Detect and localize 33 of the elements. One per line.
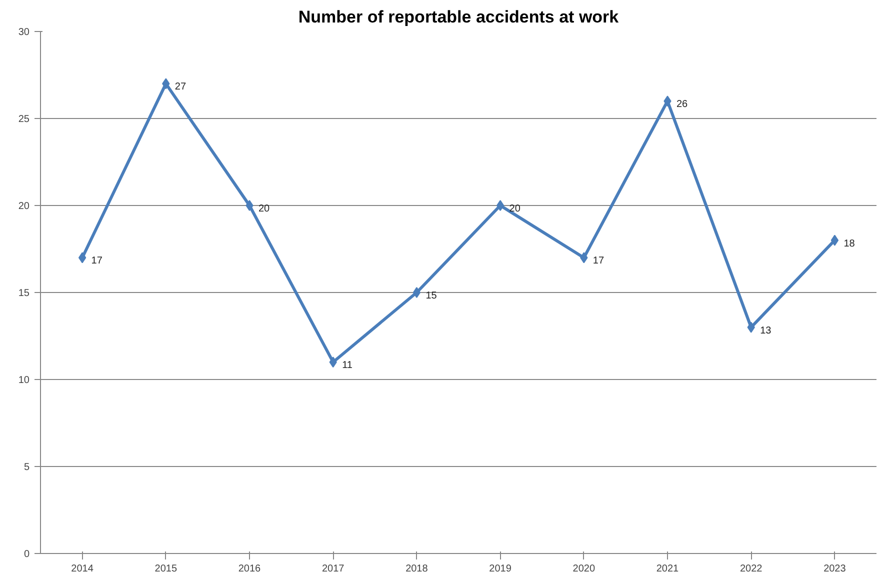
y-tick-label: 10 (18, 375, 30, 386)
y-tick-label: 15 (18, 288, 30, 299)
x-tick-label: 2020 (572, 564, 596, 574)
y-tick-label: 25 (18, 114, 30, 125)
x-tick-label: 2023 (824, 564, 846, 574)
x-tick-label: 2019 (489, 564, 512, 574)
y-tick-label: 30 (18, 27, 30, 38)
x-tick-label: 2014 (71, 564, 94, 574)
y-tick-label: 20 (18, 201, 30, 212)
x-tick-label: 2016 (238, 564, 262, 574)
point (830, 234, 839, 246)
x-tick-label: 2022 (740, 564, 763, 574)
x-tick-label: 2017 (322, 564, 345, 574)
point (78, 252, 86, 264)
x-tick-label: 2021 (656, 564, 680, 574)
x-tick-label: 2015 (154, 564, 178, 574)
data-label: 11 (342, 360, 353, 372)
y-tick-label: 0 (24, 549, 30, 560)
point (246, 200, 254, 211)
data-label: 26 (676, 99, 688, 110)
data-label: 17 (592, 256, 604, 267)
chart-title: Number of reportable accidents at work (298, 8, 620, 26)
data-label: 17 (91, 256, 103, 267)
x-tick-label: 2018 (406, 564, 428, 574)
data-label: 20 (509, 204, 521, 214)
data-label: 27 (174, 82, 186, 93)
point (412, 287, 421, 298)
data-label: 15 (426, 290, 438, 302)
data-label: 18 (844, 238, 856, 250)
point (496, 200, 504, 211)
y-tick-label: 5 (24, 462, 30, 473)
data-label: 13 (760, 325, 772, 336)
data-label: 20 (258, 204, 270, 214)
